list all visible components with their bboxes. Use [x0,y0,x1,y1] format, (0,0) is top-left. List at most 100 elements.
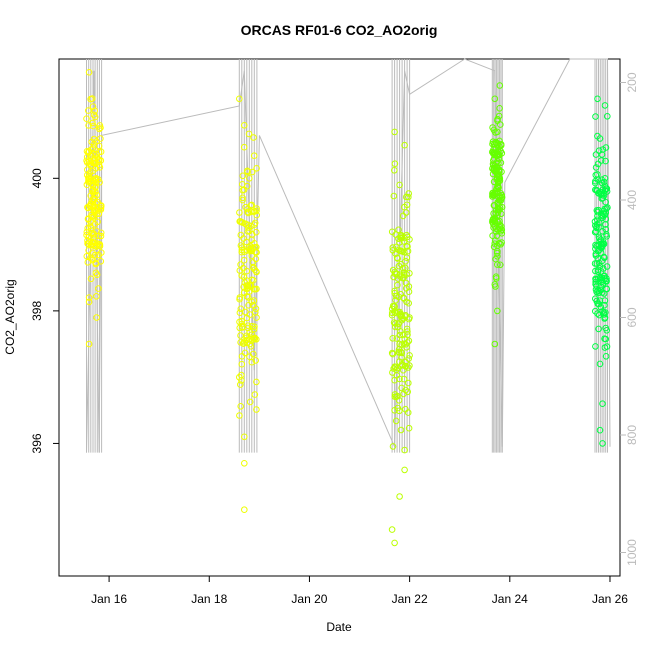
data-point [592,267,599,275]
data-point [396,407,403,415]
data-point [252,357,259,364]
data-point [242,203,249,211]
data-point [93,314,100,321]
data-point [392,296,400,304]
data-point [239,187,246,194]
data-point [88,211,95,219]
data-point [88,95,96,102]
data-point [595,147,603,154]
data-point [250,152,258,159]
data-point [593,260,601,267]
data-point [248,236,255,244]
data-point [494,115,501,123]
data-point [491,217,498,225]
data-point [85,69,93,76]
data-point [496,105,503,112]
data-point [494,189,501,197]
data-point [247,282,255,289]
data-point [405,193,412,201]
data-point [592,151,600,158]
data-point [96,122,104,129]
data-point [405,424,413,432]
data-point [86,169,94,176]
data-point [237,261,244,268]
data-point [91,175,99,183]
data-point [594,268,602,276]
data-point [596,426,604,434]
data-point [493,139,500,147]
data-point [90,202,97,209]
data-point [87,254,94,262]
data-point [248,322,256,330]
data-point [243,336,250,344]
data-point [592,343,599,350]
data-point [602,353,610,360]
data-point [497,159,505,166]
data-point [393,270,400,277]
data-point [592,228,600,235]
data-point [251,219,259,227]
data-point [246,398,254,406]
data-point [400,375,408,383]
data-point [496,82,504,89]
data-point [491,340,499,348]
data-point [402,209,410,216]
data-point [599,194,607,202]
data-point [238,244,246,251]
data-point [599,186,607,193]
data-point [397,328,404,335]
data-point [405,355,413,362]
plot-frame [58,58,621,577]
data-point [597,303,605,311]
data-point [88,138,95,146]
data-point [393,372,401,379]
data-point [592,186,599,194]
data-point [494,307,501,315]
data-point [253,268,260,276]
data-point [391,128,398,136]
data-point [602,144,610,151]
data-point [95,156,102,163]
data-point [603,327,611,334]
data-point [495,155,503,163]
data-point [93,271,101,279]
data-point [397,290,405,298]
data-point [87,222,94,230]
data-point [92,179,100,186]
data-point [498,195,505,202]
data-point [236,309,244,317]
data-point [490,164,498,172]
data-point [87,162,95,169]
data-point [253,314,260,321]
data-point [246,353,253,361]
data-point [92,165,100,172]
data-point [400,295,408,302]
data-point [397,348,405,356]
data-point [238,371,245,379]
data-point [603,285,610,293]
data-point [396,358,403,366]
data-point [388,309,396,317]
data-point [238,246,246,254]
data-point [602,185,610,193]
data-point [498,168,505,176]
y2-tick-label: 1000 [625,539,639,566]
data-point [83,181,91,188]
data-point [93,293,100,300]
data-point [496,261,504,269]
x-axis-label: Date [326,620,352,634]
data-point [237,231,245,239]
data-point [86,203,94,210]
x-axis: Jan 16 Jan 18 Jan 20 Jan 22 Jan 24 Jan 26 [91,576,628,606]
data-point [393,309,401,317]
data-point [241,122,248,129]
data-point [253,285,260,293]
data-point [599,400,606,408]
data-point [397,261,405,268]
data-point [237,305,245,313]
data-point [402,363,410,370]
data-point [399,248,406,255]
data-point [397,426,405,434]
data-point [389,247,397,254]
